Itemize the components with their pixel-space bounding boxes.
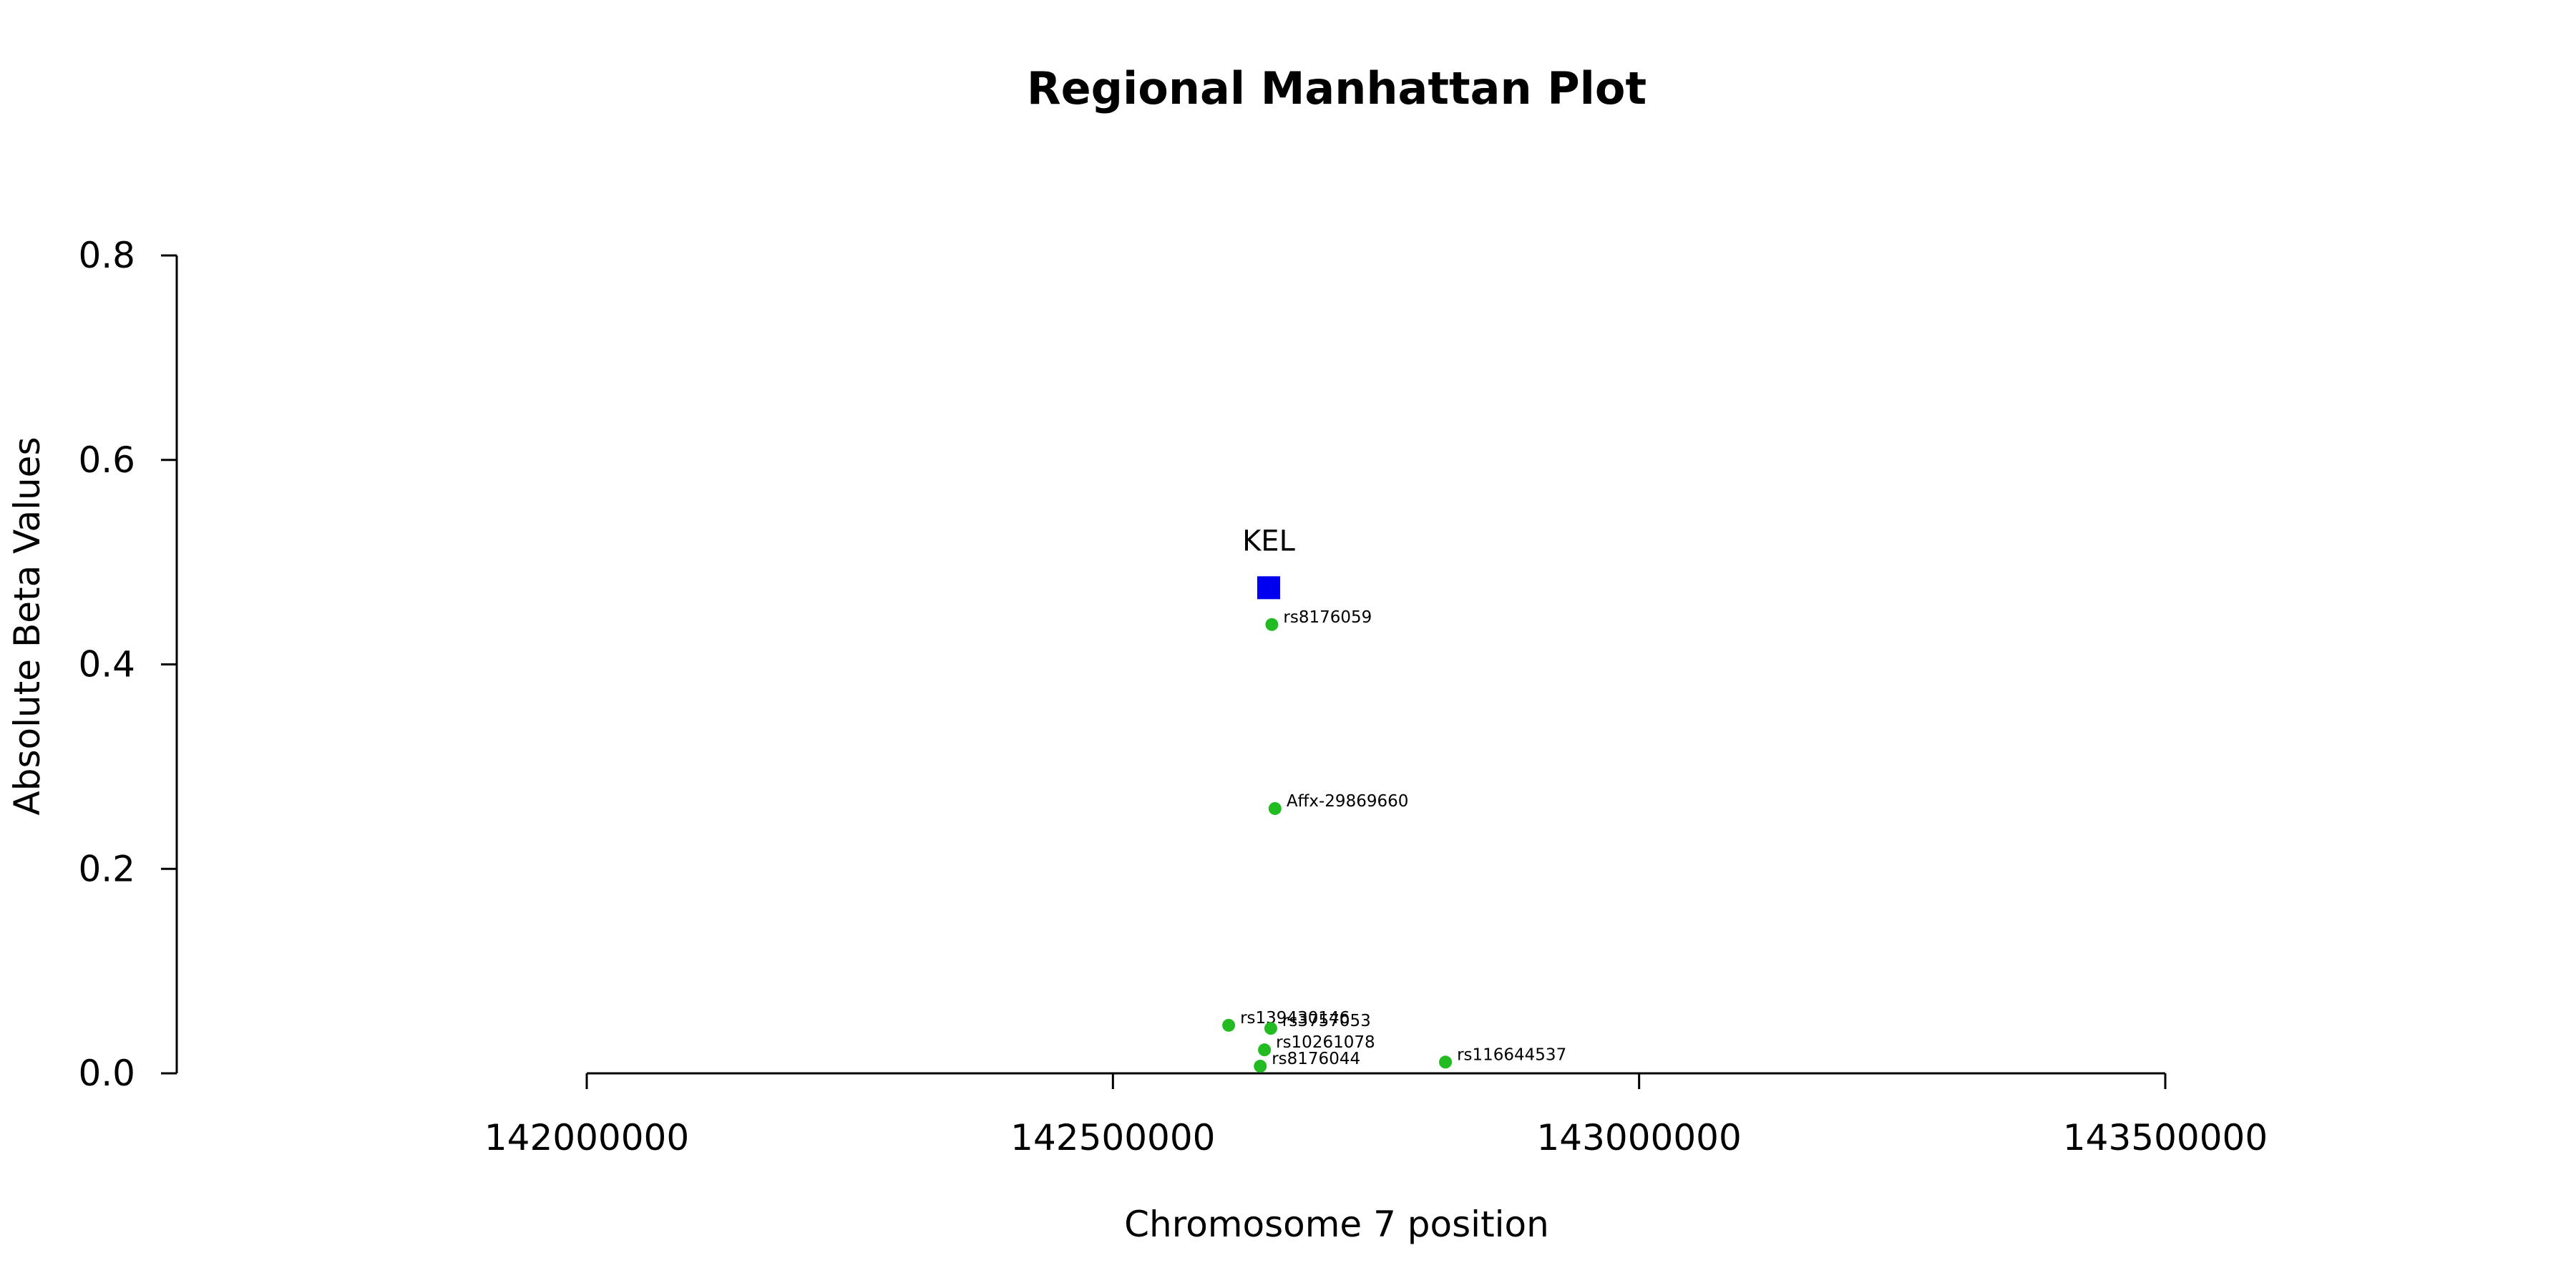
- x-axis: 142000000 142500000 143000000 143500000: [484, 1072, 2268, 1158]
- snp-label: rs3757053: [1282, 1012, 1371, 1030]
- x-tick-label: 142000000: [484, 1117, 689, 1158]
- y-tick-label: 0.4: [78, 644, 135, 686]
- snp-point: [1265, 618, 1279, 631]
- plot-marks: rs8176059 Affx-29869660 rs139430146rs37570…: [1222, 525, 1566, 1073]
- snp-label: Affx-29869660: [1287, 792, 1409, 811]
- y-axis: 0.0 0.2 0.4 0.6 0.8: [78, 235, 178, 1094]
- snp-label: rs8176059: [1283, 608, 1372, 627]
- gene-marker: [1257, 576, 1280, 600]
- y-tick-label: 0.8: [78, 235, 135, 276]
- x-tick-label: 143500000: [2063, 1117, 2268, 1158]
- snp-point: [1258, 1043, 1272, 1057]
- snp-point: [1222, 1018, 1236, 1032]
- snp-point: [1254, 1059, 1267, 1073]
- y-tick-label: 0.6: [78, 439, 135, 481]
- x-tick-label: 143000000: [1537, 1117, 1742, 1158]
- y-tick-label: 0.2: [78, 848, 135, 889]
- chart-title: Regional Manhattan Plot: [1027, 62, 1646, 114]
- snp-point: [1439, 1055, 1453, 1069]
- y-axis-label: Absolute Beta Values: [6, 437, 48, 816]
- y-tick-label: 0.0: [78, 1053, 135, 1094]
- x-tick-label: 142500000: [1010, 1117, 1215, 1158]
- gene-label: KEL: [1242, 525, 1296, 557]
- snp-label: rs116644537: [1457, 1045, 1566, 1064]
- x-axis-label: Chromosome 7 position: [1124, 1204, 1549, 1245]
- snp-label: rs10261078: [1276, 1033, 1375, 1052]
- snp-label: rs8176044: [1272, 1050, 1360, 1068]
- snp-point: [1264, 1022, 1277, 1035]
- snp-label: rs139430146: [1240, 1009, 1350, 1028]
- snp-point: [1268, 801, 1282, 815]
